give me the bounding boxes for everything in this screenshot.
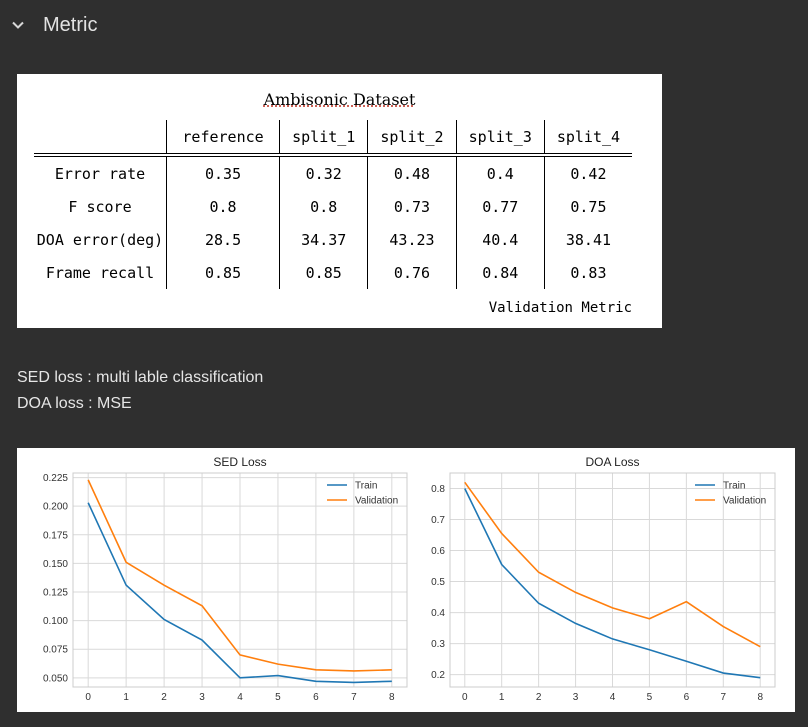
x-tick-label: 2 [536,692,542,703]
x-tick-label: 2 [161,692,167,703]
metric-section-header[interactable]: Metric [10,10,97,40]
column-header: split_1 [279,120,368,157]
section-title: Metric [43,13,98,36]
legend-label: Validation [723,496,766,507]
table-row: Frame recall 0.85 0.85 0.76 0.84 0.83 [34,256,632,289]
y-tick-label: 0.8 [431,484,445,495]
chart-title: SED Loss [213,455,266,469]
metric-table: reference split_1 split_2 split_3 split_… [34,120,632,289]
x-tick-label: 3 [199,692,205,703]
train-series-line [464,488,761,679]
y-tick-label: 0.075 [43,645,68,656]
x-tick-label: 0 [462,692,468,703]
x-tick-label: 6 [684,692,690,703]
table-header-row: reference split_1 split_2 split_3 split_… [34,120,632,157]
x-tick-label: 4 [237,692,243,703]
x-tick-label: 8 [389,692,395,703]
table-cell: 0.48 [367,155,457,190]
table-cell: 0.8 [165,190,280,223]
x-tick-label: 5 [275,692,281,703]
y-tick-label: 0.225 [43,473,68,484]
table-cell: 0.76 [367,256,457,289]
table-cell: 34.37 [279,223,368,256]
x-tick-label: 1 [123,692,129,703]
x-tick-label: 5 [647,692,653,703]
table-cell: 40.4 [455,223,545,256]
doa-loss-description: DOA loss : MSE [17,395,132,412]
table-cell: 0.8 [279,190,368,223]
y-tick-label: 0.050 [43,673,68,684]
table-corner [34,120,167,157]
plot-frame [72,472,408,688]
table-cell: 0.73 [367,190,457,223]
y-tick-label: 0.175 [43,530,68,541]
table-cell: 0.42 [543,155,632,190]
x-tick-label: 8 [757,692,763,703]
x-tick-label: 7 [351,692,357,703]
row-label: F score [68,197,132,216]
chart-title: DOA Loss [585,455,639,469]
legend-label: Validation [355,496,398,507]
loss-charts-svg: 0 1 2 3 4 5 6 7 8 0.050 0.075 0.100 0.125 0.150 0.175 0… [43,455,776,703]
plot-frame [449,472,776,688]
table-cell: 0.83 [543,256,632,289]
legend-label: Train [723,481,745,492]
table-row: Error rate 0.35 0.32 0.48 0.4 0.42 [34,155,632,190]
y-tick-label: 0.6 [431,546,445,557]
y-tick-label: 0.5 [431,577,445,588]
legend-label: Train [355,481,377,492]
y-tick-label: 0.125 [43,588,68,599]
x-tick-label: 0 [85,692,91,703]
table-cell: 0.4 [455,155,545,190]
column-header: split_2 [367,120,457,157]
train-series-line [87,502,392,684]
table-cell: 0.32 [279,155,368,190]
column-header: split_3 [455,120,545,157]
column-header: reference [165,120,280,157]
table-cell: 38.41 [543,223,632,256]
table-cell: 0.35 [165,155,280,190]
table-row: F score 0.8 0.8 0.73 0.77 0.75 [34,190,632,223]
column-header: split_4 [543,120,632,157]
row-label: Error rate [54,164,146,183]
table-footnote: Validation Metric [488,300,632,316]
sed-loss-description: SED loss : multi lable classification [17,369,264,386]
table-cell: 43.23 [367,223,457,256]
table-title: Ambisonic Dataset [263,90,416,109]
x-tick-label: 4 [610,692,616,703]
y-tick-label: 0.7 [431,515,445,526]
table-cell: 28.5 [165,223,280,256]
validation-series-line [87,479,392,672]
chevron-down-icon[interactable] [10,17,26,33]
x-tick-label: 7 [721,692,727,703]
loss-charts-card: 0 1 2 3 4 5 6 7 8 0.050 0.075 0.100 0.125 0.150 0.175 0… [17,448,795,712]
table-cell: 0.84 [455,256,545,289]
row-label: DOA error(deg) [36,230,164,249]
x-tick-label: 1 [499,692,505,703]
x-tick-label: 3 [573,692,579,703]
row-label: Frame recall [45,263,155,282]
validation-series-line [464,481,761,648]
y-tick-label: 0.4 [431,608,445,619]
y-tick-label: 0.3 [431,639,445,650]
table-row: DOA error(deg) 28.5 34.37 43.23 40.4 38.… [34,223,632,256]
y-tick-label: 0.200 [43,502,68,513]
table-cell: 0.75 [543,190,632,223]
metric-table-card: Ambisonic Dataset reference split_1 spli… [17,74,662,328]
table-cell: 0.77 [455,190,545,223]
y-tick-label: 0.150 [43,559,68,570]
table-cell: 0.85 [279,256,368,289]
y-tick-label: 0.100 [43,616,68,627]
x-tick-label: 6 [313,692,319,703]
y-tick-label: 0.2 [431,670,445,681]
table-cell: 0.85 [165,256,280,289]
